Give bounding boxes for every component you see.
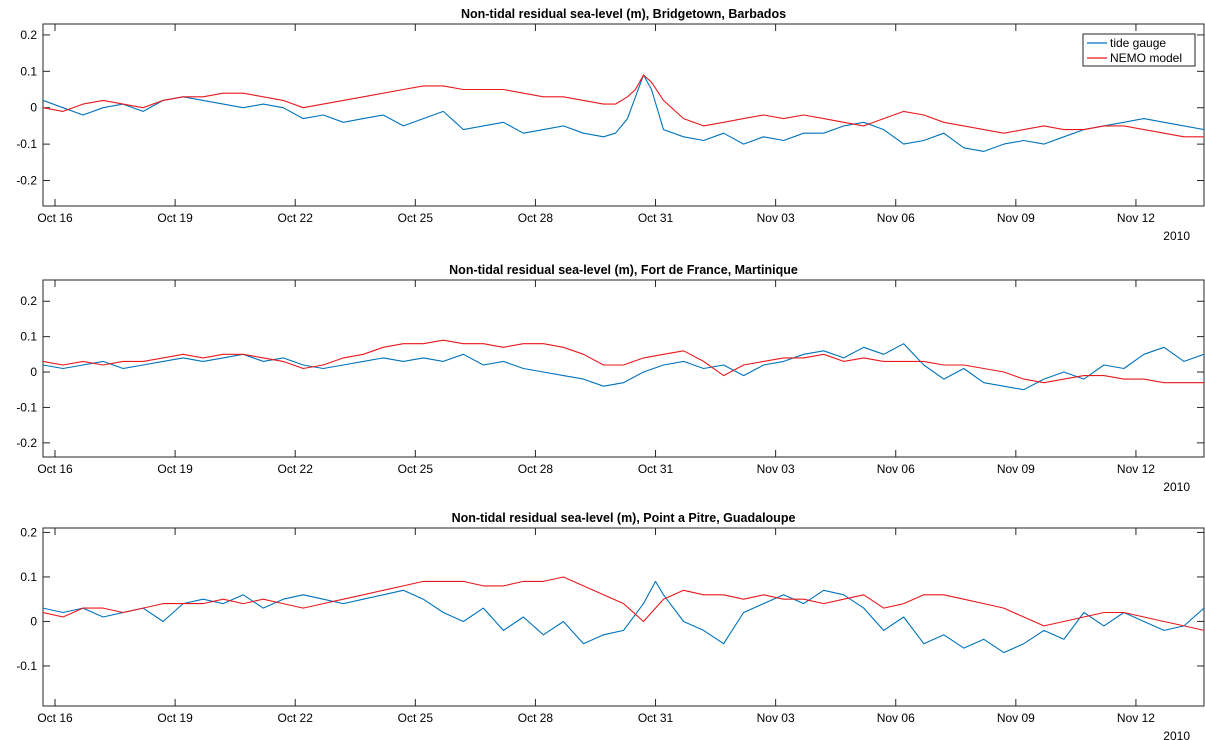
x-tick-label: Oct 19	[157, 211, 193, 225]
x-tick-label: Oct 28	[518, 462, 554, 476]
x-year-label: 2010	[1163, 229, 1190, 243]
x-tick-label: Oct 22	[278, 462, 314, 476]
x-tick-label: Nov 09	[997, 711, 1035, 725]
x-tick-label: Nov 09	[997, 462, 1035, 476]
panel-3: Non-tidal residual sea-level (m), Point …	[16, 511, 1205, 740]
y-tick-label: -0.1	[16, 400, 37, 414]
x-tick-label: Oct 16	[37, 211, 73, 225]
y-tick-label: 0	[30, 101, 37, 115]
y-tick-label: -0.2	[16, 174, 37, 188]
x-tick-label: Oct 25	[398, 711, 434, 725]
y-tick-label: 0	[30, 614, 37, 628]
x-tick-label: Oct 25	[398, 462, 434, 476]
series-line-nemo-model	[43, 74, 1204, 138]
x-tick-label: Nov 03	[757, 211, 795, 225]
x-tick-label: Nov 03	[757, 462, 795, 476]
x-year-label: 2010	[1163, 480, 1190, 494]
panel-title: Non-tidal residual sea-level (m), Point …	[452, 511, 796, 525]
series-line-nemo-model	[43, 339, 1204, 384]
axes-box	[42, 527, 1205, 707]
series-line-nemo-model	[43, 576, 1204, 631]
axes-box	[42, 279, 1205, 458]
y-tick-label: -0.1	[16, 137, 37, 151]
y-tick-label: 0.1	[20, 330, 37, 344]
x-tick-label: Nov 12	[1117, 211, 1155, 225]
x-tick-label: Nov 06	[877, 711, 915, 725]
x-tick-label: Oct 31	[638, 462, 674, 476]
x-year-label: 2010	[1163, 729, 1190, 740]
y-tick-label: 0.1	[20, 64, 37, 78]
legend-label: tide gauge	[1110, 36, 1166, 50]
y-tick-label: 0	[30, 365, 37, 379]
panel-2: Non-tidal residual sea-level (m), Fort d…	[16, 263, 1205, 494]
y-tick-label: -0.1	[16, 659, 37, 673]
x-tick-label: Oct 22	[278, 211, 314, 225]
axes-box	[42, 23, 1205, 207]
x-tick-label: Oct 28	[518, 711, 554, 725]
y-tick-label: 0.2	[20, 28, 37, 42]
x-tick-label: Oct 22	[278, 711, 314, 725]
y-tick-label: 0.1	[20, 570, 37, 584]
x-tick-label: Nov 03	[757, 711, 795, 725]
x-tick-label: Oct 25	[398, 211, 434, 225]
x-tick-label: Oct 31	[638, 711, 674, 725]
legend-label: NEMO model	[1110, 51, 1182, 65]
x-tick-label: Nov 12	[1117, 462, 1155, 476]
panel-1: Non-tidal residual sea-level (m), Bridge…	[16, 7, 1205, 243]
series-line-tide-gauge	[43, 580, 1204, 654]
x-tick-label: Oct 28	[518, 211, 554, 225]
series-line-tide-gauge	[43, 343, 1204, 391]
x-tick-label: Oct 19	[157, 711, 193, 725]
y-tick-label: -0.2	[16, 436, 37, 450]
panel-title: Non-tidal residual sea-level (m), Fort d…	[449, 263, 798, 277]
legend-box	[1082, 33, 1196, 67]
x-tick-label: Nov 12	[1117, 711, 1155, 725]
panel-title: Non-tidal residual sea-level (m), Bridge…	[461, 7, 786, 21]
x-tick-label: Oct 16	[37, 462, 73, 476]
x-tick-label: Nov 06	[877, 211, 915, 225]
x-tick-label: Oct 16	[37, 711, 73, 725]
x-tick-label: Oct 31	[638, 211, 674, 225]
series-line-tide-gauge	[43, 74, 1204, 152]
x-tick-label: Nov 06	[877, 462, 915, 476]
y-tick-label: 0.2	[20, 294, 37, 308]
y-tick-label: 0.2	[20, 525, 37, 539]
x-tick-label: Nov 09	[997, 211, 1035, 225]
x-tick-label: Oct 19	[157, 462, 193, 476]
